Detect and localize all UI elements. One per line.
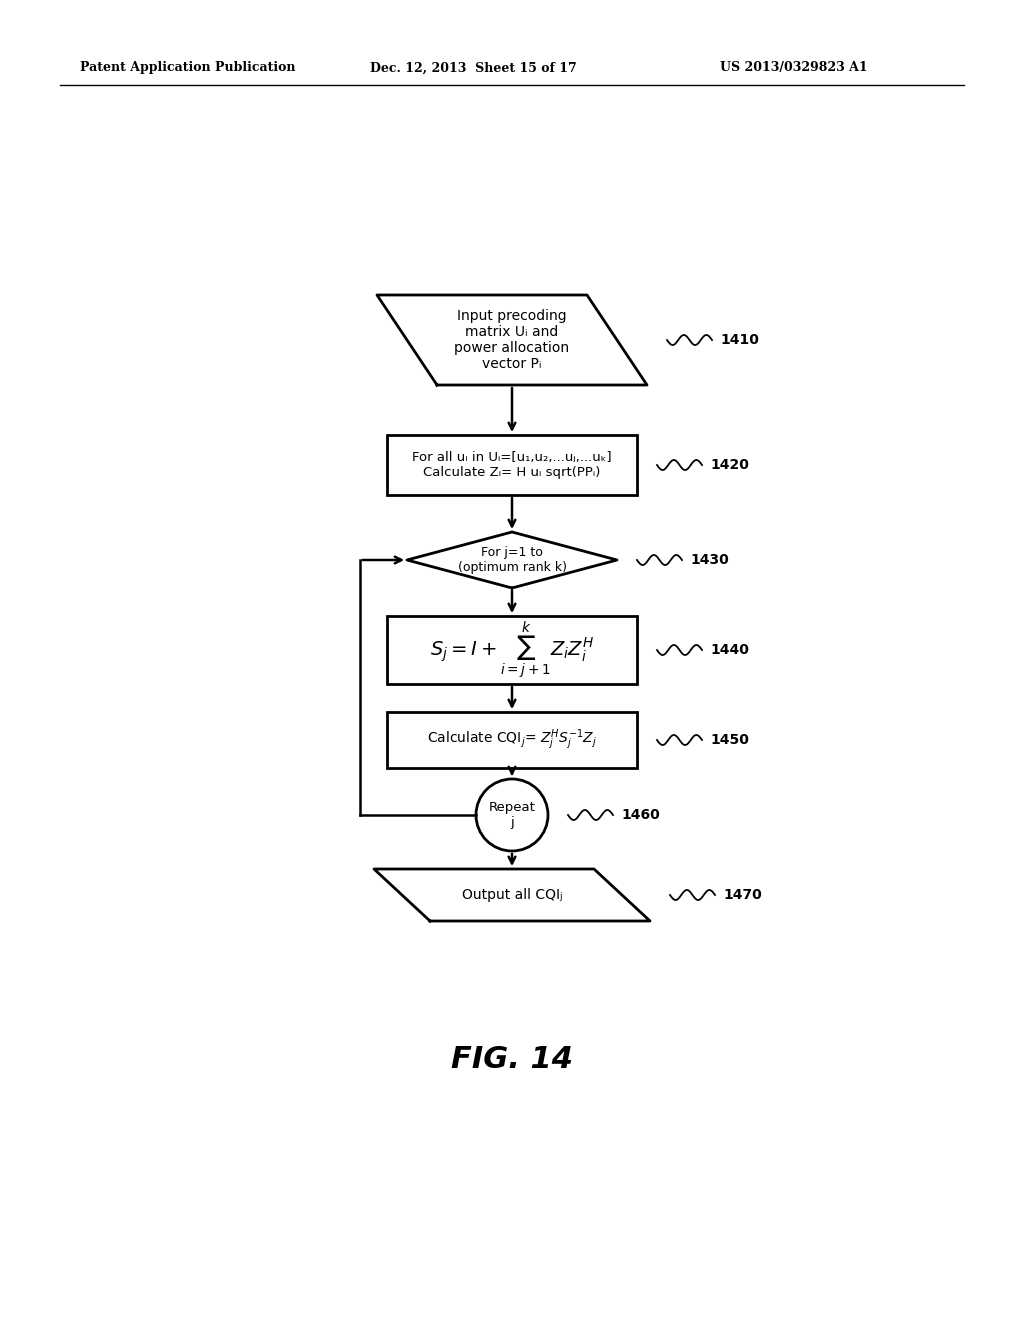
Bar xyxy=(387,711,637,768)
Text: 1410: 1410 xyxy=(720,333,759,347)
Text: FIG. 14: FIG. 14 xyxy=(451,1045,573,1074)
Text: For j=1 to
(optimum rank k): For j=1 to (optimum rank k) xyxy=(458,546,566,574)
Text: 1430: 1430 xyxy=(690,553,729,568)
Text: US 2013/0329823 A1: US 2013/0329823 A1 xyxy=(720,62,867,74)
Circle shape xyxy=(476,779,548,851)
Polygon shape xyxy=(374,869,650,921)
Polygon shape xyxy=(407,532,617,587)
Polygon shape xyxy=(377,294,647,385)
Text: 1460: 1460 xyxy=(621,808,659,822)
Text: For all uᵢ in Uᵢ=[u₁,u₂,...uⱼ,...uₖ]
Calculate Zᵢ= H uᵢ sqrt(PPᵢ): For all uᵢ in Uᵢ=[u₁,u₂,...uⱼ,...uₖ] Cal… xyxy=(413,451,611,479)
Text: Dec. 12, 2013  Sheet 15 of 17: Dec. 12, 2013 Sheet 15 of 17 xyxy=(370,62,577,74)
Text: Output all CQIⱼ: Output all CQIⱼ xyxy=(462,888,562,902)
Text: 1440: 1440 xyxy=(710,643,749,657)
Text: Calculate CQI$_j$= $Z_j^H S_j^{-1} Z_j$: Calculate CQI$_j$= $Z_j^H S_j^{-1} Z_j$ xyxy=(427,727,597,752)
Text: 1450: 1450 xyxy=(710,733,749,747)
Text: Repeat
j: Repeat j xyxy=(488,801,536,829)
Bar xyxy=(387,436,637,495)
Text: 1470: 1470 xyxy=(723,888,762,902)
Text: 1420: 1420 xyxy=(710,458,749,473)
Bar xyxy=(387,616,637,684)
Text: $S_j = I + \sum_{i=j+1}^{k} Z_i Z_i^H$: $S_j = I + \sum_{i=j+1}^{k} Z_i Z_i^H$ xyxy=(430,619,594,681)
Text: Patent Application Publication: Patent Application Publication xyxy=(80,62,296,74)
Text: Input precoding
matrix Uᵢ and
power allocation
vector Pᵢ: Input precoding matrix Uᵢ and power allo… xyxy=(455,309,569,371)
